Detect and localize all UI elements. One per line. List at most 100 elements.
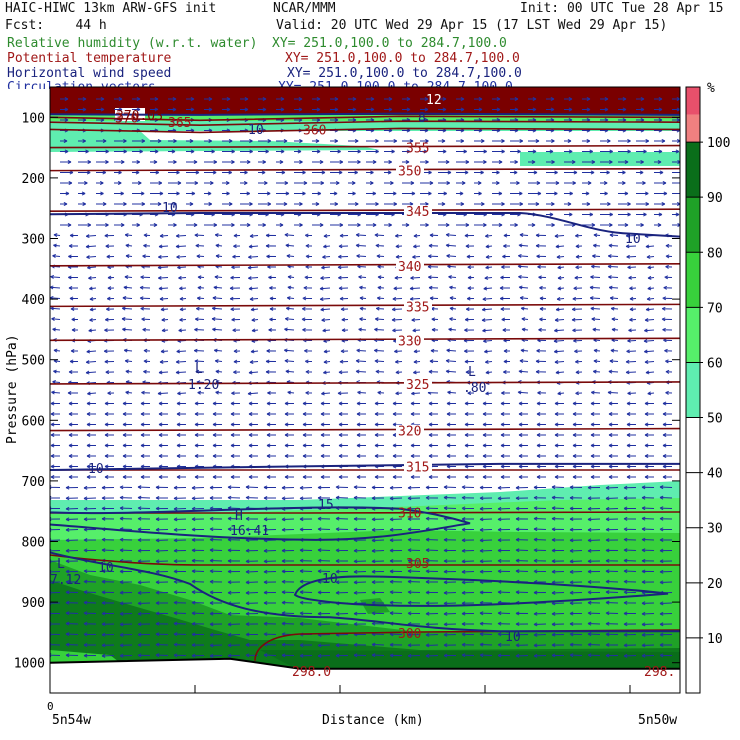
wind-vector <box>247 265 259 270</box>
wind-vector <box>592 243 601 248</box>
wind-vector <box>140 412 150 416</box>
wind-vector <box>474 97 483 101</box>
wind-vector <box>65 496 79 501</box>
wind-vector <box>105 370 115 375</box>
wind-vector <box>105 317 115 322</box>
wind-vector <box>105 244 115 249</box>
wind-vector <box>65 548 79 553</box>
wind-vector <box>302 475 312 479</box>
wind-vector <box>227 495 241 500</box>
wind-vector <box>575 254 583 259</box>
wind-vector <box>644 401 654 406</box>
wind-vector <box>384 191 397 196</box>
wind-vector <box>348 202 359 206</box>
wind-vector <box>284 454 294 458</box>
wind-vector <box>104 359 115 364</box>
wind-vector <box>629 296 637 301</box>
wind-vector <box>212 475 222 479</box>
wind-vector <box>605 569 619 574</box>
x-end-label-right: 5n50w <box>638 713 677 728</box>
wind-vector <box>662 401 672 406</box>
wind-vector <box>267 390 277 395</box>
wind-vector <box>339 233 349 238</box>
wind-vector <box>150 181 163 185</box>
wind-vector <box>425 590 439 595</box>
wind-vector <box>173 653 187 658</box>
wind-vector <box>510 191 523 196</box>
wind-vector <box>194 317 205 322</box>
wind-vector <box>155 506 169 511</box>
wind-vector <box>533 485 547 490</box>
wind-vector <box>672 192 680 195</box>
wind-vector <box>528 191 542 196</box>
wind-vector <box>672 172 680 173</box>
wind-vector <box>474 202 485 206</box>
wind-vector <box>50 285 61 290</box>
wind-vector <box>546 149 554 154</box>
wind-vector <box>428 443 438 448</box>
wind-vector <box>303 285 313 290</box>
wind-vector <box>276 223 284 227</box>
x-tick-label: 0 <box>47 700 54 713</box>
wind-vector <box>590 464 600 469</box>
wind-vector <box>222 170 232 175</box>
wind-vector <box>330 181 340 185</box>
wind-vector <box>590 475 600 479</box>
wind-vector <box>258 160 267 164</box>
wind-vector <box>447 390 457 395</box>
wind-vector <box>209 516 223 521</box>
wind-vector <box>139 296 151 301</box>
wind-vector <box>155 559 169 564</box>
wind-vector <box>515 485 529 490</box>
wind-vector <box>50 485 61 490</box>
wind-vector <box>194 327 205 332</box>
wind-vector <box>551 537 565 542</box>
wind-vector <box>636 212 647 217</box>
theta-contour <box>49 127 681 134</box>
wind-vector <box>461 611 475 616</box>
wind-vector <box>263 548 277 553</box>
wind-vector <box>582 191 590 196</box>
wind-vector <box>209 496 223 500</box>
theta-contour <box>49 115 681 122</box>
wind-vector <box>502 328 511 332</box>
wind-vector <box>429 296 439 301</box>
wind-vector <box>122 412 132 416</box>
wind-vector <box>212 401 222 406</box>
wind-vector <box>407 548 421 553</box>
wind-vector <box>536 475 546 479</box>
wind-vector <box>356 254 367 259</box>
wind-vector <box>265 369 277 374</box>
wind-vector <box>647 391 655 396</box>
wind-vector <box>517 264 529 269</box>
wind-vector <box>412 254 421 259</box>
wind-vector <box>215 254 223 259</box>
wind-vector <box>194 359 205 364</box>
theta-contour <box>49 144 681 149</box>
wind-vector <box>623 569 637 574</box>
wind-vector <box>582 149 594 154</box>
wind-vector <box>85 370 97 375</box>
wind-vector <box>197 275 205 280</box>
wind-vector <box>299 548 313 553</box>
wind-vector <box>65 600 79 605</box>
wind-vector <box>572 296 583 301</box>
y-tick-label: 700 <box>22 475 45 490</box>
wind-vector <box>155 580 169 585</box>
wind-vector <box>230 422 240 427</box>
wind-vector <box>546 181 560 185</box>
wind-vector <box>481 318 493 323</box>
wind-vector <box>582 212 594 217</box>
wind-vector <box>392 422 402 427</box>
theta-contour <box>254 629 681 661</box>
wind-vector <box>536 433 546 437</box>
wind-vector <box>353 653 367 658</box>
wind-vector <box>366 223 377 227</box>
wind-vector <box>87 391 97 396</box>
wind-vector <box>636 139 650 143</box>
wind-vector <box>353 642 367 647</box>
wind-vector <box>623 496 637 501</box>
wind-vector <box>86 464 96 469</box>
wind-vector <box>485 244 493 249</box>
wind-vector <box>626 349 637 354</box>
